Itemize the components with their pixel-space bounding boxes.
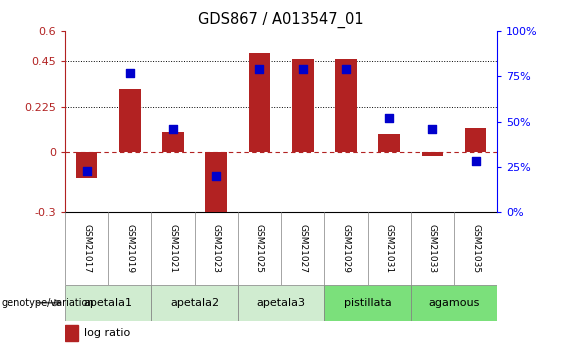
Bar: [379, 134, 400, 152]
Bar: [249, 53, 270, 152]
Bar: [292, 59, 314, 152]
Text: pistillata: pistillata: [344, 298, 392, 308]
Text: GSM21031: GSM21031: [385, 224, 394, 273]
Point: [255, 66, 264, 72]
Point: [341, 66, 350, 72]
Text: apetala2: apetala2: [170, 298, 219, 308]
Bar: [151, 285, 238, 321]
Point: [212, 173, 221, 179]
Bar: [65, 325, 78, 341]
Bar: [206, 152, 227, 220]
Bar: [465, 128, 486, 152]
Point: [298, 66, 307, 72]
Bar: [76, 152, 97, 178]
Bar: [162, 132, 184, 152]
Text: genotype/variation: genotype/variation: [1, 298, 94, 308]
Text: GSM21025: GSM21025: [255, 224, 264, 273]
Text: GSM21029: GSM21029: [341, 224, 350, 273]
Text: GSM21035: GSM21035: [471, 224, 480, 273]
Point: [82, 168, 91, 173]
Text: GSM21033: GSM21033: [428, 224, 437, 273]
Point: [168, 126, 177, 132]
Text: GSM21017: GSM21017: [82, 224, 91, 273]
Point: [471, 159, 480, 164]
Text: GSM21021: GSM21021: [168, 224, 177, 273]
Text: GSM21019: GSM21019: [125, 224, 134, 273]
Bar: [65, 285, 151, 321]
Point: [385, 115, 394, 121]
Text: GSM21027: GSM21027: [298, 224, 307, 273]
Text: log ratio: log ratio: [84, 328, 131, 338]
Bar: [421, 152, 443, 156]
Text: GSM21023: GSM21023: [212, 224, 221, 273]
Point: [428, 126, 437, 132]
Title: GDS867 / A013547_01: GDS867 / A013547_01: [198, 12, 364, 28]
Text: agamous: agamous: [428, 298, 480, 308]
Bar: [411, 285, 497, 321]
Text: apetala3: apetala3: [257, 298, 306, 308]
Bar: [324, 285, 411, 321]
Bar: [335, 59, 357, 152]
Point: [125, 70, 134, 76]
Bar: [119, 89, 141, 152]
Bar: [238, 285, 324, 321]
Text: apetala1: apetala1: [84, 298, 133, 308]
